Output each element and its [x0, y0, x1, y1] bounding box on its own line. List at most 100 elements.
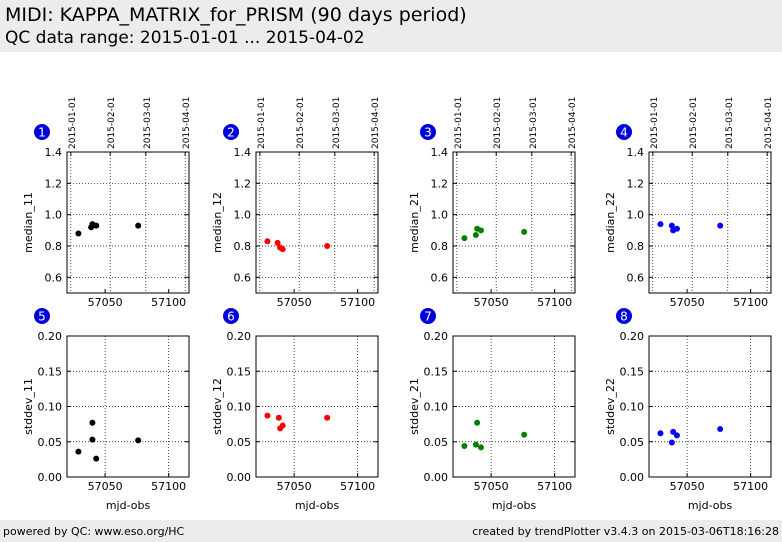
x-tick-label: 57100 [537, 296, 572, 309]
chart-panel-8: 0.00 0.05 0.10 0.15 0.20 57050 57100 stddev_22m… [604, 308, 772, 512]
y-tick-label: 0.15 [424, 365, 449, 378]
x-tick-label: 57100 [151, 480, 186, 493]
panel-number-label: 3 [424, 126, 432, 140]
y-tick-label: 0.05 [227, 436, 252, 449]
y-tick-label: 1.0 [45, 209, 63, 222]
y-tick-label: 0.05 [620, 436, 645, 449]
top-date-label: 2015-03-01 [529, 97, 539, 149]
y-tick-label: 0.10 [38, 401, 63, 414]
data-point [472, 441, 479, 448]
y-axis-label: stddev_22 [604, 378, 617, 435]
data-point [461, 442, 468, 449]
y-tick-label: 1.2 [627, 177, 645, 190]
y-tick-label: 0.00 [38, 471, 63, 484]
y-tick-label: 0.00 [620, 471, 645, 484]
top-date-label: 2015-02-01 [296, 97, 306, 149]
data-point [668, 222, 675, 229]
top-date-label: 2015-04-01 [182, 97, 192, 149]
data-point [93, 222, 100, 229]
y-tick-label: 0.8 [45, 240, 63, 253]
x-tick-label: 57050 [474, 296, 509, 309]
y-tick-label: 1.4 [234, 146, 252, 159]
panel-number-label: 6 [227, 310, 235, 324]
y-tick-label: 0.05 [424, 436, 449, 449]
data-point [472, 232, 479, 239]
x-axis-label: mjd-obs [295, 499, 340, 512]
y-tick-label: 1.0 [627, 209, 645, 222]
top-date-label: 2015-03-01 [725, 97, 735, 149]
top-date-label: 2015-03-01 [332, 97, 342, 149]
y-tick-label: 0.00 [424, 471, 449, 484]
y-tick-label: 0.6 [431, 271, 449, 284]
x-axis-label: mjd-obs [106, 499, 151, 512]
data-point [89, 419, 96, 426]
panel-number-label: 2 [227, 126, 235, 140]
panel-number-label: 8 [620, 310, 628, 324]
data-point [717, 222, 724, 229]
y-axis-label: median_11 [22, 192, 35, 253]
chart-panel-1: 0.6 0.8 1.0 1.2 1.4 57050 57100 2015-01-01 2015-… [22, 97, 192, 309]
data-point [135, 222, 142, 229]
top-date-label: 2015-01-01 [257, 97, 267, 149]
footer-created-by: created by trendPlotter v3.4.3 on 2015-0… [472, 525, 779, 538]
page-subtitle: QC data range: 2015-01-01 ... 2015-04-02 [5, 28, 365, 48]
y-tick-label: 1.4 [431, 146, 449, 159]
y-tick-label: 0.20 [38, 330, 63, 343]
panel-number-badge [223, 308, 239, 324]
y-axis-label: stddev_11 [22, 378, 35, 435]
y-tick-label: 0.6 [627, 271, 645, 284]
y-tick-label: 1.0 [431, 209, 449, 222]
x-axis-label: mjd-obs [492, 499, 537, 512]
x-tick-label: 57100 [733, 480, 768, 493]
footer: powered by QC: www.eso.org/HC created by… [0, 520, 782, 542]
plot-frame [452, 151, 576, 294]
top-date-label: 2015-02-01 [493, 97, 503, 149]
data-point [89, 436, 96, 443]
y-axis-label: median_12 [211, 192, 224, 253]
top-date-label: 2015-02-01 [107, 97, 117, 149]
data-point [324, 243, 331, 249]
data-point [477, 444, 484, 451]
y-tick-label: 1.2 [45, 177, 63, 190]
data-point [474, 419, 481, 426]
panel-number-badge [420, 124, 436, 140]
top-date-label: 2015-01-01 [650, 97, 660, 149]
plot-frame [648, 151, 772, 294]
y-tick-label: 1.2 [234, 177, 252, 190]
x-tick-label: 57100 [733, 296, 768, 309]
chart-panel-2: 0.6 0.8 1.0 1.2 1.4 57050 57100 2015-01-01 2015-… [211, 97, 381, 309]
data-point [279, 422, 286, 429]
header: MIDI: KAPPA_MATRIX_for_PRISM (90 days pe… [0, 0, 782, 52]
y-tick-label: 0.20 [424, 330, 449, 343]
data-point [75, 230, 82, 237]
data-point [75, 448, 82, 455]
y-axis-label: median_22 [604, 192, 617, 253]
chart-panel-4: 0.6 0.8 1.0 1.2 1.4 57050 57100 2015-01-01 2015-… [604, 97, 774, 309]
chart-panel-6: 0.00 0.05 0.10 0.15 0.20 57050 57100 stddev_12m… [211, 308, 379, 512]
data-point [657, 221, 664, 228]
chart-panel-7: 0.00 0.05 0.10 0.15 0.20 57050 57100 stddev_21m… [408, 308, 576, 512]
top-date-label: 2015-04-01 [371, 97, 381, 149]
y-tick-label: 0.10 [424, 401, 449, 414]
top-date-label: 2015-04-01 [764, 97, 774, 149]
panel-number-badge [223, 124, 239, 140]
top-date-label: 2015-04-01 [568, 97, 578, 149]
y-tick-label: 0.10 [227, 401, 252, 414]
data-point [274, 239, 281, 246]
data-point [324, 414, 331, 421]
top-date-label: 2015-03-01 [143, 97, 153, 149]
x-tick-label: 57100 [151, 296, 186, 309]
data-point [275, 414, 282, 421]
top-date-label: 2015-02-01 [689, 97, 699, 149]
y-tick-label: 0.8 [627, 240, 645, 253]
top-date-label: 2015-01-01 [454, 97, 464, 149]
data-point [264, 238, 271, 245]
data-point [670, 428, 677, 435]
y-tick-label: 0.6 [234, 271, 252, 284]
y-tick-label: 0.10 [620, 401, 645, 414]
y-axis-label: median_21 [408, 192, 421, 253]
y-tick-label: 0.15 [227, 365, 252, 378]
data-point [264, 412, 271, 419]
panel-number-badge [616, 124, 632, 140]
chart-panel-3: 0.6 0.8 1.0 1.2 1.4 57050 57100 2015-01-01 2015-… [408, 97, 578, 309]
